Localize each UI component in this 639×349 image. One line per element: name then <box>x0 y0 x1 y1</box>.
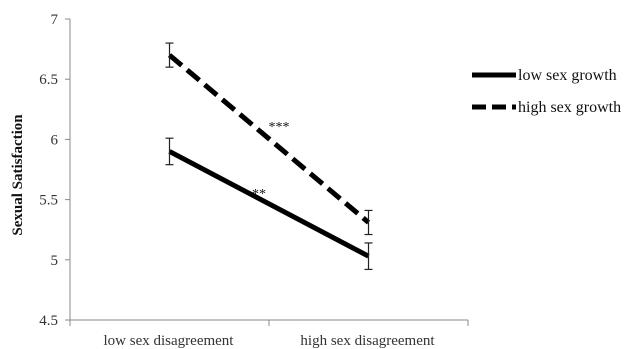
series-line-0 <box>168 149 370 259</box>
y-tick-label: 6.5 <box>39 72 58 88</box>
significance-annotation: ** <box>252 187 266 202</box>
x-tick-label: low sex disagreement <box>104 333 235 349</box>
y-axis-title: Sexual Satisfaction <box>10 114 26 236</box>
legend: low sex growth high sex growth <box>472 67 621 116</box>
y-ticks: 4.5 5 5.5 6 6.5 7 <box>39 12 70 329</box>
legend-label-0: low sex growth <box>518 67 617 84</box>
y-tick-label: 5.5 <box>39 193 58 209</box>
y-tick-label: 5 <box>51 253 59 269</box>
y-tick-label: 4.5 <box>39 313 58 329</box>
error-bar <box>364 209 373 236</box>
series-layer <box>165 42 373 271</box>
y-tick-label: 6 <box>51 132 59 148</box>
annotation-layer: ***** <box>252 120 290 202</box>
error-bar <box>165 137 174 166</box>
axes <box>69 19 468 321</box>
x-tick-label: high sex disagreement <box>300 333 435 349</box>
x-ticks: low sex disagreement high sex disagreemen… <box>69 320 469 349</box>
y-tick-label: 7 <box>51 12 59 28</box>
error-bar <box>364 242 373 271</box>
legend-label-1: high sex growth <box>518 99 621 116</box>
error-bar <box>165 42 174 68</box>
significance-annotation: *** <box>269 120 290 135</box>
series-line-1 <box>167 53 371 225</box>
